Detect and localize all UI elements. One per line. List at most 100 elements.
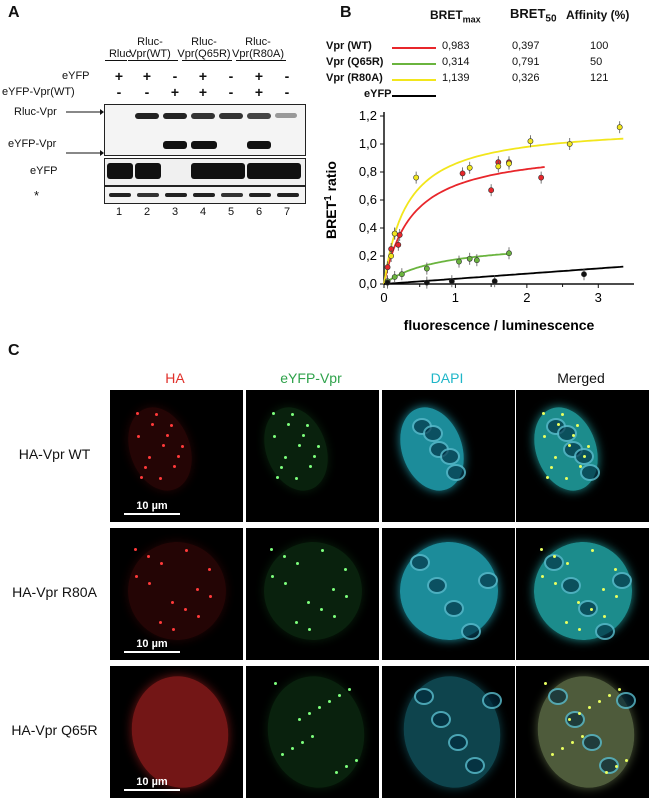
nuclear-subdomain — [565, 711, 585, 728]
scale-bar: 10 µm — [124, 500, 180, 515]
data-point — [423, 265, 430, 272]
table-b50-value: 0,791 — [512, 56, 540, 68]
focus-spot — [345, 595, 348, 598]
bret-saturation-chart: 0,0 0,2 0,4 0,6 0,8 1,0 1,2 0 1 2 3 BRET1 ratio fluo… — [323, 108, 634, 333]
focus-spot — [162, 444, 165, 447]
y-tick-label: 0,4 — [359, 220, 377, 235]
focus-spot — [587, 445, 590, 448]
focus-spot — [541, 575, 544, 578]
micrograph-r1-c0: 10 µm — [110, 528, 243, 660]
focus-spot — [565, 621, 568, 624]
column-header-3: Merged — [557, 370, 605, 386]
focus-spot — [281, 753, 284, 756]
focus-spot — [561, 413, 564, 416]
focus-spot — [578, 628, 581, 631]
x-tick-label: 2 — [523, 290, 530, 305]
focus-spot — [583, 455, 586, 458]
focus-spot — [159, 621, 162, 624]
data-point — [388, 253, 395, 259]
nuclear-subdomain — [582, 734, 602, 751]
panel-a-column-header: Rluc- Vpr(R80A) — [232, 36, 284, 60]
focus-spot — [177, 455, 180, 458]
focus-spot — [540, 548, 543, 551]
focus-spot — [571, 741, 574, 744]
band — [165, 193, 187, 197]
table-bmax-value: 0,983 — [442, 40, 470, 52]
focus-spot — [272, 412, 275, 415]
micrograph-r2-c2 — [382, 666, 515, 798]
nuclear-subdomain — [461, 623, 481, 640]
x-tick-label: 0 — [380, 290, 387, 305]
x-axis-label: fluorescence / luminescence — [404, 317, 595, 333]
focus-spot — [148, 582, 151, 585]
micrograph-r2-c1 — [246, 666, 379, 798]
band — [275, 113, 297, 118]
focus-spot — [544, 682, 547, 685]
table-header-bret50: BRET50 — [510, 6, 557, 25]
focus-spot — [615, 765, 618, 768]
nucleus-signal — [395, 668, 509, 796]
fit-curve-vpr--wt- — [383, 166, 545, 285]
x-tick-label: 3 — [595, 290, 602, 305]
nuclear-subdomain — [616, 692, 636, 709]
data-point — [506, 160, 512, 167]
focus-spot — [318, 706, 321, 709]
focus-spot — [618, 688, 621, 691]
focus-spot — [173, 465, 176, 468]
band — [109, 193, 131, 197]
column-header-2: DAPI — [430, 370, 464, 386]
data-point — [395, 241, 402, 248]
focus-spot — [332, 588, 335, 591]
data-point — [384, 264, 391, 271]
data-point — [488, 187, 495, 194]
nuclear-subdomain — [431, 711, 451, 728]
focus-spot — [171, 601, 174, 604]
focus-spot — [591, 549, 594, 552]
arrow-icon — [66, 150, 104, 156]
focus-spot — [311, 735, 314, 738]
focus-spot — [554, 456, 557, 459]
focus-spot — [270, 548, 273, 551]
focus-spot — [565, 477, 568, 480]
focus-spot — [557, 423, 560, 426]
band — [247, 163, 301, 179]
focus-spot — [147, 555, 150, 558]
sign-cell: - — [228, 68, 234, 84]
table-b50-value: 0,397 — [512, 40, 540, 52]
panel-a-column-header: Rluc — [108, 48, 131, 60]
scale-bar-line — [124, 513, 180, 515]
focus-spot — [185, 549, 188, 552]
sign-cell: - — [284, 84, 290, 100]
band — [219, 113, 243, 119]
nucleus-signal — [517, 528, 649, 657]
focus-spot — [273, 435, 276, 438]
data-point — [384, 279, 391, 286]
scale-bar: 10 µm — [124, 776, 180, 791]
focus-spot — [348, 688, 351, 691]
focus-spot — [572, 434, 575, 437]
band — [163, 113, 187, 119]
data-point — [398, 271, 405, 278]
sign-row-label: eYFP-Vpr(WT) — [2, 86, 75, 98]
data-point — [616, 124, 623, 131]
focus-spot — [551, 753, 554, 756]
focus-spot — [553, 555, 556, 558]
focus-spot — [542, 412, 545, 415]
focus-spot — [144, 466, 147, 469]
sign-cell: + — [114, 68, 124, 84]
nucleus-signal — [117, 398, 203, 500]
blot-label-eyfp: eYFP — [30, 165, 58, 177]
fit-curve-eyfp — [383, 265, 624, 285]
table-bmax-value: 1,139 — [442, 72, 470, 84]
focus-spot — [170, 424, 173, 427]
sign-cell: + — [254, 68, 264, 84]
table-header-bretmax-sub: max — [462, 14, 481, 25]
focus-spot — [568, 718, 571, 721]
column-underline — [182, 60, 232, 61]
data-point — [473, 257, 480, 264]
focus-spot — [561, 747, 564, 750]
data-point — [506, 250, 512, 257]
sign-cell: + — [198, 84, 208, 100]
y-tick-label: 1,2 — [359, 108, 377, 123]
micrograph-r0-c3 — [516, 390, 649, 522]
